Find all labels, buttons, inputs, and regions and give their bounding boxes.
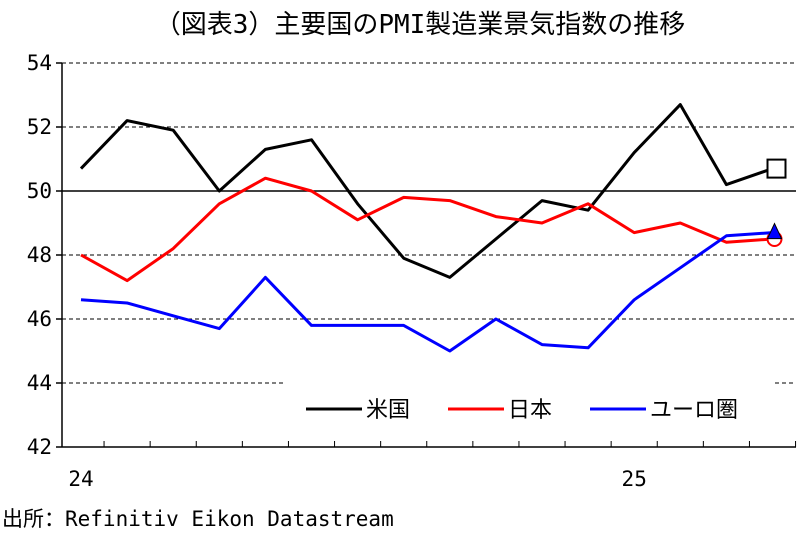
series-line-2 <box>80 231 773 353</box>
gridlines <box>62 62 796 384</box>
y-tick-label-54: 54 <box>27 51 52 75</box>
y-tick-label-42: 42 <box>27 435 52 459</box>
source-note: 出所：Refinitiv Eikon Datastream <box>2 507 394 531</box>
y-tick-label-52: 52 <box>27 115 52 139</box>
chart-title: （図表3）主要国のPMI製造業景気指数の推移 <box>155 10 686 40</box>
y-tick-label-50: 50 <box>27 179 52 203</box>
legend: 米国 日本 ユーロ圏 <box>306 398 738 423</box>
x-axis-ticks: 24 25 <box>68 441 797 491</box>
x-tick-label-24: 24 <box>68 467 93 491</box>
y-tick-label-46: 46 <box>27 307 52 331</box>
legend-label-0: 米国 <box>366 398 410 423</box>
legend-label-1: 日本 <box>508 398 552 423</box>
series-end-marker-0 <box>766 158 787 179</box>
y-tick-label-48: 48 <box>27 243 52 267</box>
x-tick-label-25: 25 <box>622 467 647 491</box>
legend-label-2: ユーロ圏 <box>650 398 738 423</box>
y-tick-label-44: 44 <box>27 371 52 395</box>
series-lines <box>79 103 787 353</box>
series-end-marker-2 <box>766 222 783 240</box>
series-line-0 <box>79 103 773 279</box>
y-axis-ticks: 42 44 46 48 50 52 54 <box>27 51 62 459</box>
series-line-1 <box>80 176 773 283</box>
